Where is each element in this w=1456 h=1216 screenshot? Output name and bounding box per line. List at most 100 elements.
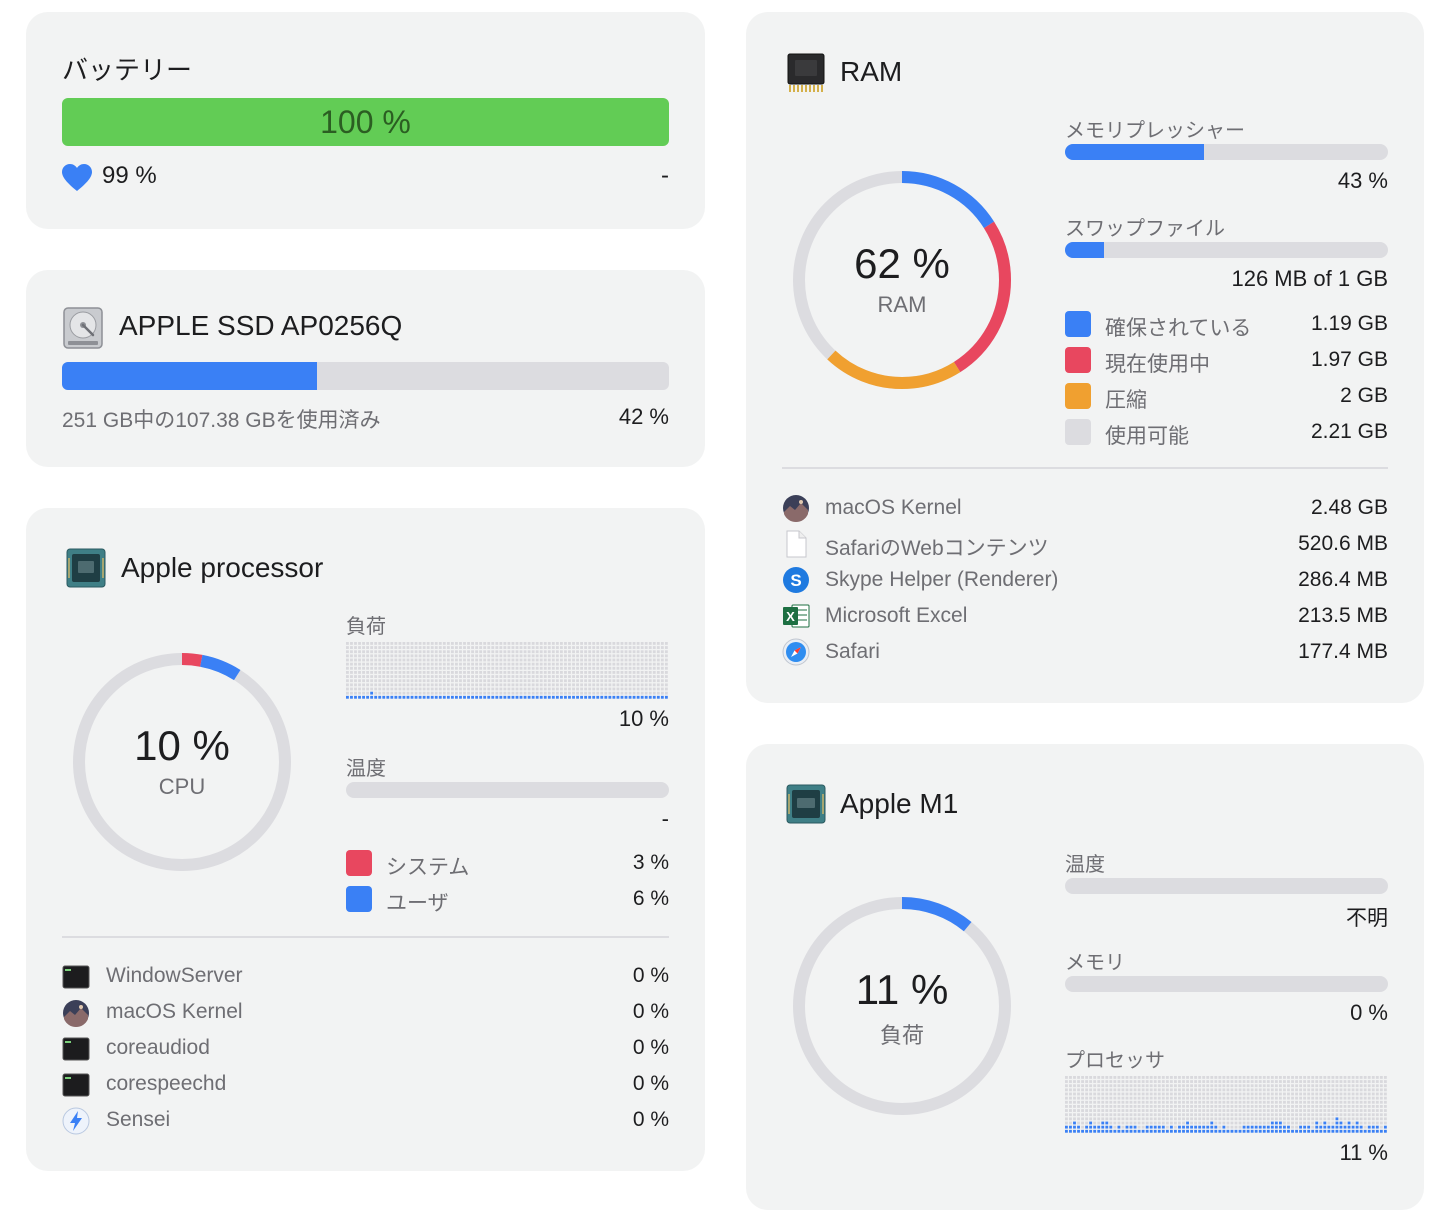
- cpu-load-empty-cell: [358, 654, 361, 658]
- cpu-load-empty-cell: [503, 662, 507, 666]
- gpu-proc-empty-cell: [1222, 1092, 1226, 1096]
- gpu-proc-empty-cell: [1351, 1088, 1355, 1092]
- gpu-proc-empty-cell: [1295, 1088, 1298, 1092]
- gpu-proc-empty-cell: [1311, 1109, 1315, 1112]
- gpu-proc-empty-cell: [1085, 1096, 1089, 1100]
- gpu-proc-empty-cell: [1331, 1092, 1335, 1096]
- gpu-proc-empty-cell: [1242, 1113, 1246, 1117]
- gpu-proc-empty-cell: [1081, 1096, 1084, 1100]
- cpu-load-empty-cell: [442, 658, 446, 662]
- gpu-proc-empty-cell: [1230, 1109, 1234, 1112]
- cpu-load-empty-cell: [664, 691, 668, 695]
- cpu-load-empty-cell: [422, 654, 426, 658]
- cpu-load-empty-cell: [430, 691, 434, 695]
- cpu-load-empty-cell: [616, 654, 620, 658]
- gpu-proc-empty-cell: [1307, 1092, 1311, 1096]
- ram-swap-value: 126 MB of 1 GB: [1231, 266, 1388, 291]
- gpu-proc-empty-cell: [1375, 1092, 1379, 1096]
- gpu-proc-empty-cell: [1347, 1092, 1351, 1096]
- gpu-proc-empty-cell: [1335, 1100, 1339, 1104]
- gpu-proc-empty-cell: [1113, 1113, 1117, 1117]
- cpu-load-empty-cell: [644, 687, 648, 691]
- gpu-proc-empty-cell: [1206, 1080, 1210, 1083]
- ram-process-name: Skype Helper (Renderer): [825, 568, 1059, 591]
- cpu-load-empty-cell: [624, 671, 628, 674]
- gpu-proc-empty-cell: [1327, 1092, 1331, 1096]
- cpu-load-empty-cell: [515, 683, 519, 687]
- gpu-proc-empty-cell: [1190, 1105, 1193, 1108]
- ram-swap-label: スワップファイル: [1065, 218, 1225, 240]
- gpu-proc-empty-cell: [1278, 1117, 1282, 1121]
- gpu-proc-empty-cell: [1230, 1125, 1234, 1129]
- cpu-load-empty-cell: [616, 691, 620, 695]
- gpu-proc-bar-cell: [1105, 1129, 1109, 1133]
- gpu-proc-empty-cell: [1198, 1096, 1202, 1100]
- cpu-load-empty-cell: [551, 662, 555, 666]
- gpu-proc-empty-cell: [1266, 1096, 1270, 1100]
- cpu-load-empty-cell: [507, 650, 511, 654]
- gpu-proc-empty-cell: [1315, 1080, 1319, 1083]
- cpu-load-empty-cell: [406, 646, 410, 649]
- cpu-load-empty-cell: [644, 646, 648, 649]
- cpu-process-name: coreaudiod: [106, 1036, 210, 1059]
- cpu-load-empty-cell: [507, 683, 511, 687]
- gpu-proc-empty-cell: [1226, 1092, 1230, 1096]
- cpu-load-empty-cell: [459, 671, 462, 674]
- gpu-proc-empty-cell: [1085, 1076, 1089, 1079]
- cpu-load-empty-cell: [406, 687, 410, 691]
- cpu-load-empty-cell: [644, 671, 648, 674]
- cpu-load-empty-cell: [612, 642, 616, 645]
- gpu-proc-empty-cell: [1287, 1096, 1290, 1100]
- gpu-proc-empty-cell: [1165, 1092, 1169, 1096]
- cpu-load-empty-cell: [604, 658, 608, 662]
- gpu-proc-empty-cell: [1343, 1076, 1347, 1079]
- cpu-load-empty-cell: [564, 671, 567, 674]
- gpu-proc-empty-cell: [1137, 1092, 1141, 1096]
- cpu-load-empty-cell: [378, 683, 382, 687]
- cpu-load-empty-cell: [483, 679, 487, 683]
- gpu-proc-empty-cell: [1278, 1076, 1282, 1079]
- gpu-proc-empty-cell: [1161, 1076, 1165, 1079]
- gpu-proc-empty-cell: [1363, 1109, 1367, 1112]
- gpu-proc-empty-cell: [1194, 1088, 1198, 1092]
- cpu-load-empty-cell: [596, 691, 600, 695]
- gpu-proc-empty-cell: [1234, 1092, 1238, 1096]
- gpu-proc-empty-cell: [1383, 1092, 1387, 1096]
- cpu-load-empty-cell: [511, 671, 515, 674]
- gpu-proc-empty-cell: [1141, 1092, 1145, 1096]
- gpu-proc-bar-cell: [1149, 1129, 1153, 1133]
- gpu-proc-empty-cell: [1190, 1096, 1193, 1100]
- cpu-legend-user-value: 6 %: [632, 887, 669, 910]
- gpu-proc-empty-cell: [1202, 1084, 1206, 1088]
- cpu-load-empty-cell: [463, 683, 466, 687]
- gpu-proc-bar-cell: [1307, 1129, 1311, 1133]
- gpu-proc-empty-cell: [1077, 1117, 1080, 1121]
- gpu-proc-empty-cell: [1085, 1080, 1089, 1083]
- cpu-load-empty-cell: [370, 662, 374, 666]
- gpu-proc-empty-cell: [1214, 1100, 1218, 1104]
- cpu-load-empty-cell: [572, 662, 575, 666]
- cpu-load-empty-cell: [656, 691, 660, 695]
- gpu-proc-empty-cell: [1101, 1109, 1105, 1112]
- gpu-proc-empty-cell: [1331, 1121, 1335, 1125]
- gpu-proc-empty-cell: [1303, 1088, 1307, 1092]
- gpu-proc-empty-cell: [1262, 1100, 1266, 1104]
- gpu-proc-empty-cell: [1210, 1076, 1214, 1079]
- cpu-load-empty-cell: [624, 658, 628, 662]
- cpu-load-empty-cell: [366, 646, 370, 649]
- gpu-proc-empty-cell: [1206, 1100, 1210, 1104]
- cpu-load-empty-cell: [430, 687, 434, 691]
- cpu-load-empty-cell: [366, 691, 370, 695]
- cpu-load-empty-cell: [483, 666, 487, 670]
- gpu-proc-empty-cell: [1218, 1088, 1222, 1092]
- cpu-load-empty-cell: [519, 683, 523, 687]
- gpu-proc-empty-cell: [1093, 1117, 1097, 1121]
- gpu-proc-bar-cell: [1194, 1125, 1198, 1129]
- cpu-load-empty-cell: [354, 687, 357, 691]
- cpu-load-empty-cell: [608, 679, 612, 683]
- cpu-load-empty-cell: [422, 650, 426, 654]
- cpu-load-empty-cell: [434, 646, 438, 649]
- cpu-load-empty-cell: [608, 687, 612, 691]
- cpu-load-empty-cell: [442, 646, 446, 649]
- cpu-load-empty-cell: [378, 654, 382, 658]
